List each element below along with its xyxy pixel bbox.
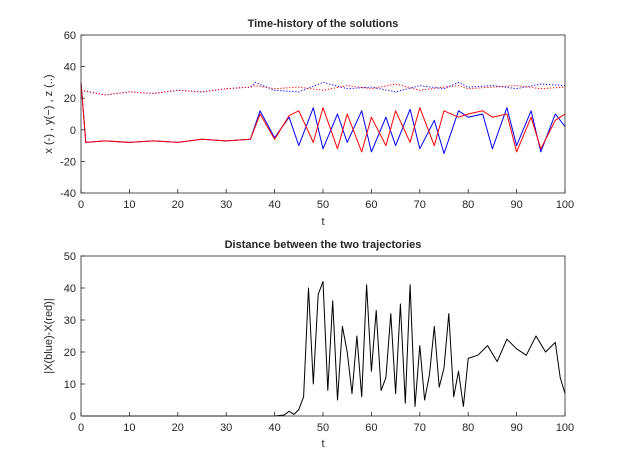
top-y-tick-label: 40	[64, 62, 76, 74]
top-x-tick-label: 80	[462, 199, 474, 211]
top-y-tick-label: 60	[64, 30, 76, 42]
top-x-tick-label: 0	[78, 199, 84, 211]
top-y-tick-label: -20	[60, 156, 76, 168]
bottom-chart-title: Distance between the two trajectories	[225, 239, 422, 251]
bottom-x-tick-label: 10	[123, 422, 135, 434]
bottom-x-tick-label: 0	[78, 422, 84, 434]
top-x-tick-label: 50	[317, 199, 329, 211]
bottom-ticks-layer: 0 10 20 30 40 50 60 70 80 90 100 0 10 20 30 40 50	[64, 251, 574, 434]
top-x-tick-label: 30	[220, 199, 232, 211]
top-x-tick-label: 40	[268, 199, 280, 211]
top-series-3-line	[80, 82, 566, 153]
bottom-plot-area	[81, 256, 565, 416]
bottom-y-tick-label: 20	[64, 347, 76, 359]
top-x-tick-label: 60	[365, 199, 377, 211]
bottom-y-tick-label: 40	[64, 283, 76, 295]
top-chart-title: Time-history of the solutions	[248, 18, 399, 30]
top-axes: 0 10 20 30 40 50 60 70 80 90 100 -40 -20 0 20 40 60 Time…	[43, 18, 574, 228]
top-y-tick-label: 20	[64, 93, 76, 105]
bottom-y-tick-label: 10	[64, 379, 76, 391]
bottom-x-tick-label: 20	[172, 422, 184, 434]
bottom-y-tick-label: 30	[64, 315, 76, 327]
bottom-x-tick-label: 70	[414, 422, 426, 434]
top-x-tick-label: 20	[172, 199, 184, 211]
top-x-tick-label: 10	[123, 199, 135, 211]
top-x-tick-label: 90	[510, 199, 522, 211]
bottom-x-tick-label: 90	[510, 422, 522, 434]
top-plot-area	[81, 35, 565, 193]
bottom-y-tick-label: 0	[70, 411, 76, 423]
bottom-x-tick-label: 60	[365, 422, 377, 434]
bottom-x-tick-label: 30	[220, 422, 232, 434]
bottom-y-axis-label: |X(blue)-X(red)|	[43, 298, 55, 373]
bottom-x-tick-label: 100	[556, 422, 574, 434]
top-y-tick-label: 0	[70, 125, 76, 137]
bottom-x-tick-label: 50	[317, 422, 329, 434]
top-y-axis-label: x (-) , y(−) , z (..)	[43, 74, 55, 153]
bottom-series-0-line	[81, 281, 566, 417]
top-y-tick-label: -40	[60, 188, 76, 200]
bottom-axes: 0 10 20 30 40 50 60 70 80 90 100 0 10 20 30 40 50 Distan…	[43, 239, 574, 450]
top-x-tick-label: 70	[414, 199, 426, 211]
top-series-layer	[80, 81, 566, 154]
top-x-axis-label: t	[321, 216, 324, 228]
bottom-x-axis-label: t	[321, 438, 324, 450]
top-series-1-line	[80, 83, 566, 96]
top-ticks-layer: 0 10 20 30 40 50 60 70 80 90 100 -40 -20 0 20 40 60	[60, 30, 574, 211]
bottom-x-tick-label: 40	[268, 422, 280, 434]
bottom-y-tick-label: 50	[64, 251, 76, 263]
bottom-series-layer	[81, 281, 566, 417]
bottom-x-tick-label: 80	[462, 422, 474, 434]
top-x-tick-label: 100	[556, 199, 574, 211]
